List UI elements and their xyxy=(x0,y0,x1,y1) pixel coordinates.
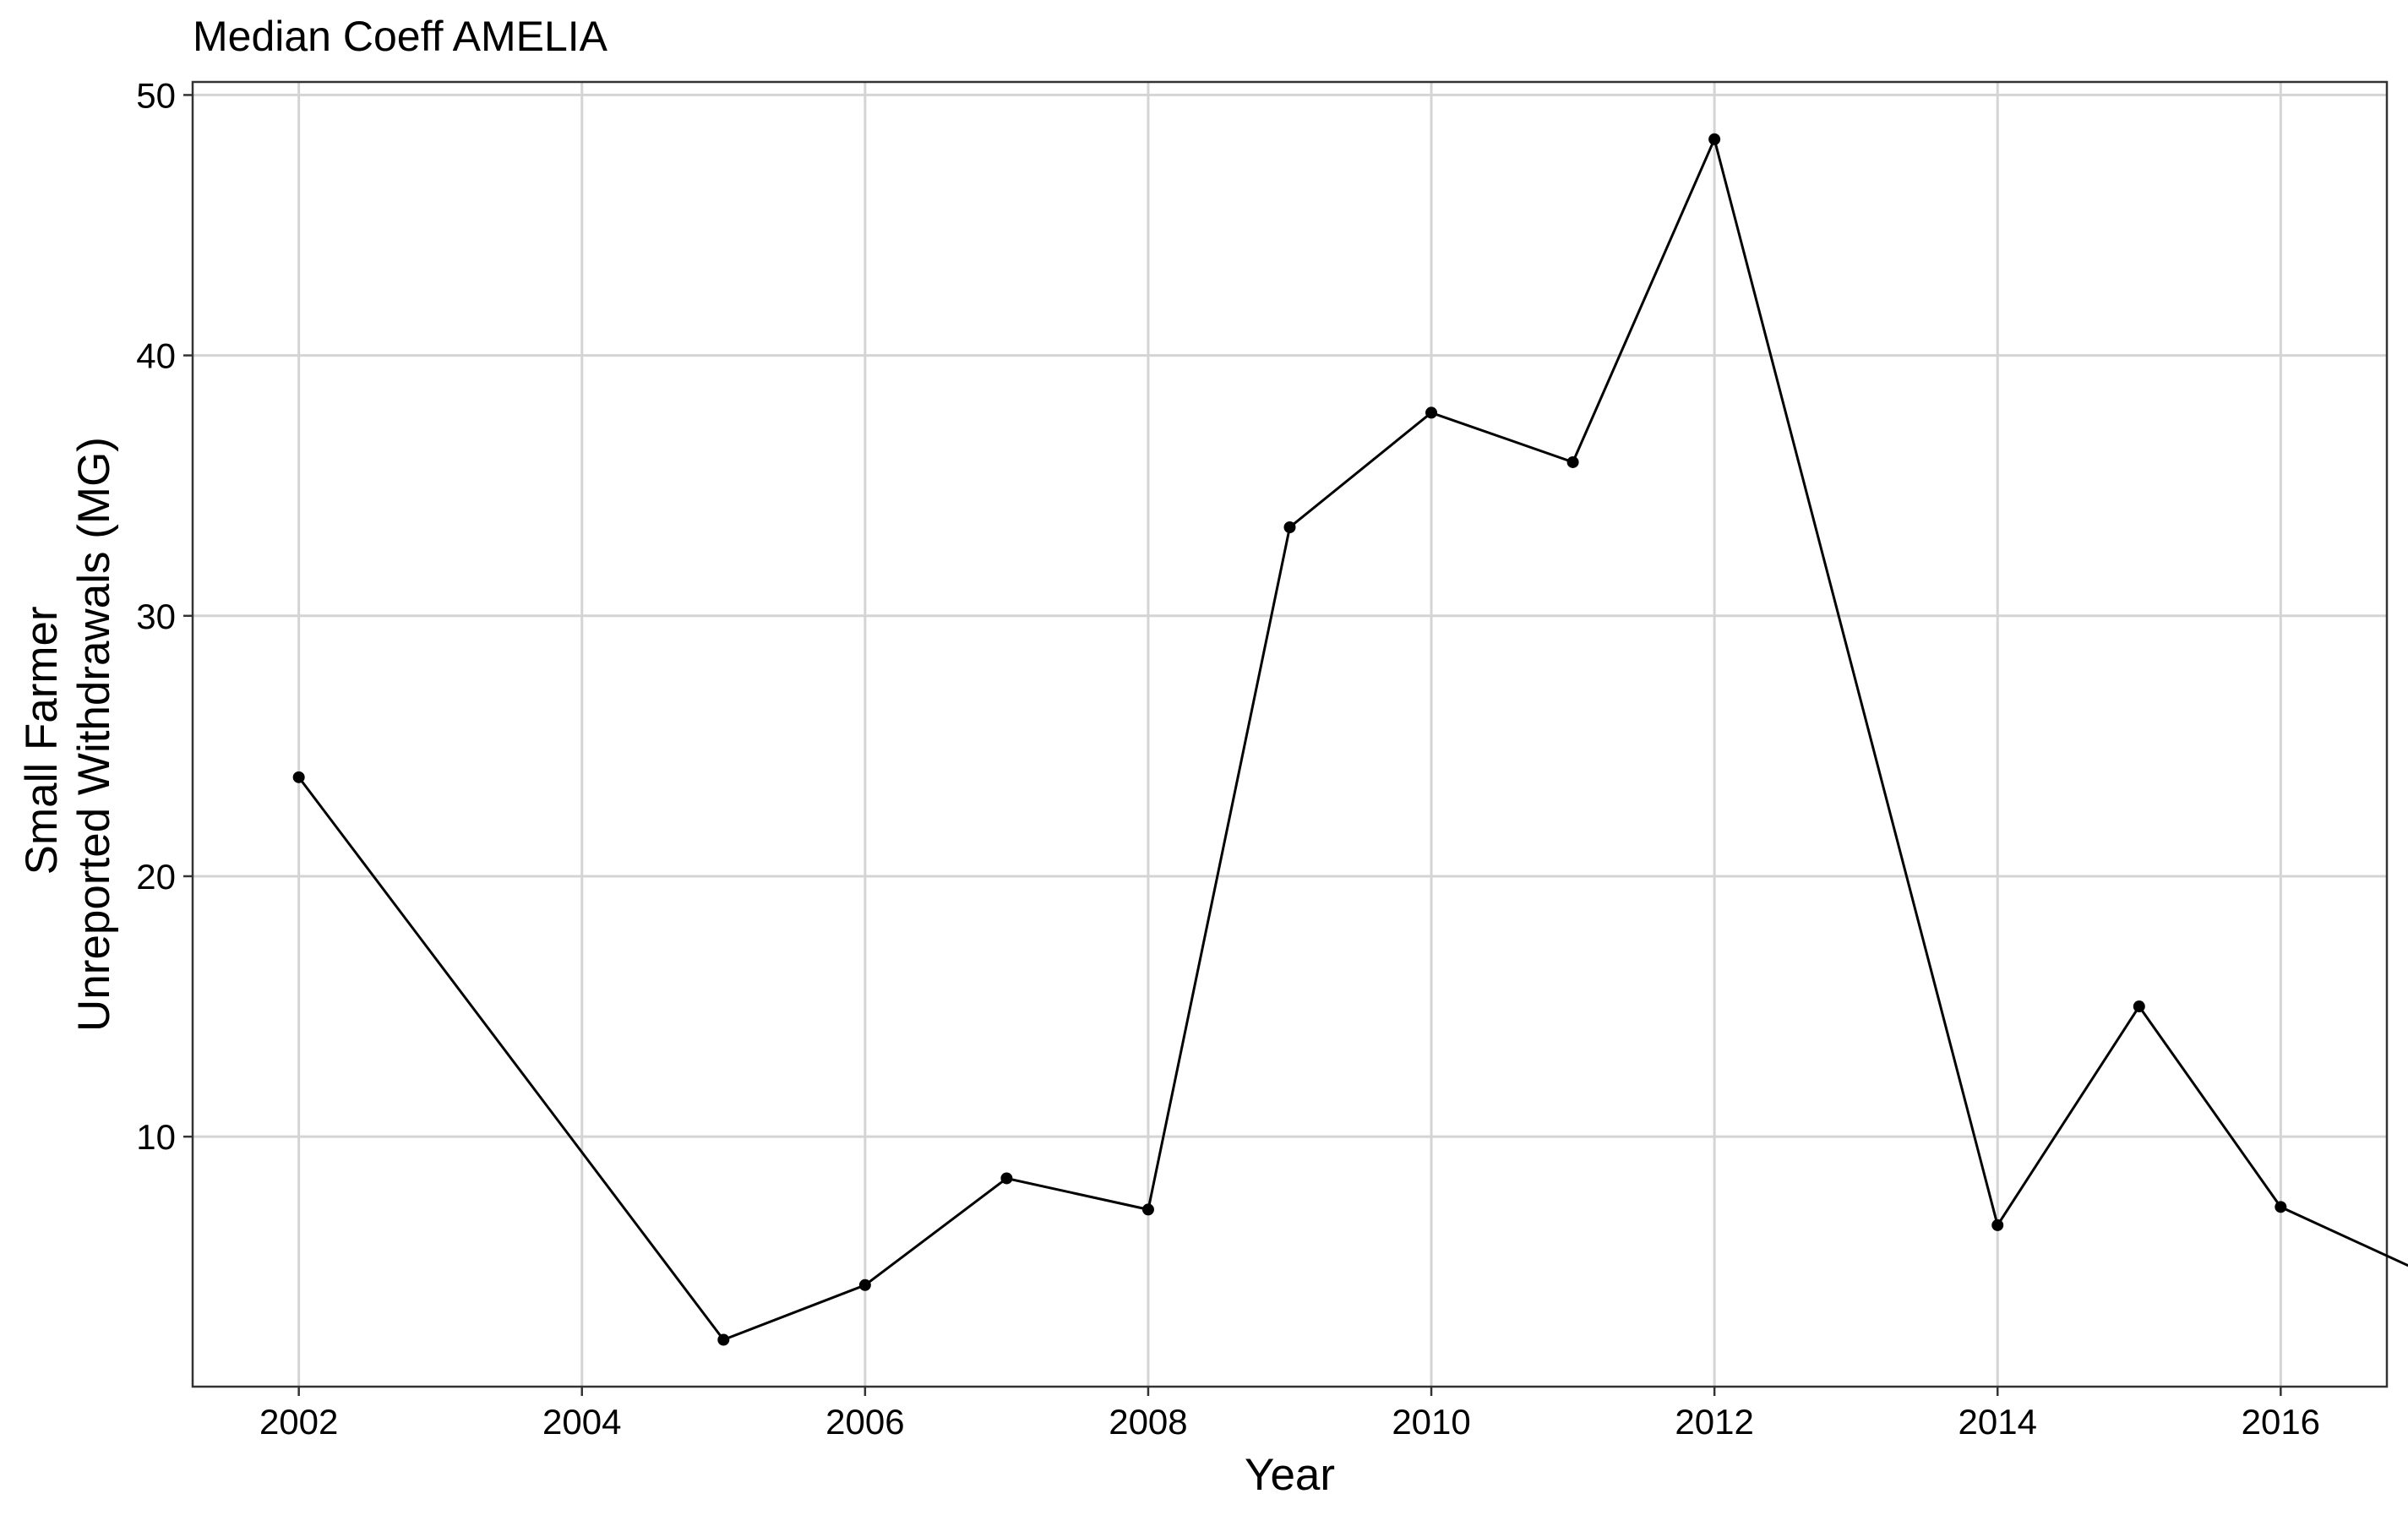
data-point xyxy=(858,1278,871,1291)
x-tick-label: 2016 xyxy=(2242,1402,2320,1442)
x-tick-label: 2012 xyxy=(1675,1402,1753,1442)
x-tick-label: 2006 xyxy=(825,1402,904,1442)
plot-panel-border xyxy=(191,80,2389,1388)
x-tick-label: 2002 xyxy=(259,1402,338,1442)
x-tick-label: 2010 xyxy=(1392,1402,1470,1442)
data-point xyxy=(292,771,305,783)
y-tick-label: 10 xyxy=(136,1117,176,1157)
data-point xyxy=(2133,1000,2145,1013)
data-point xyxy=(1141,1203,1154,1216)
x-tick-label: 2008 xyxy=(1109,1402,1187,1442)
series-line xyxy=(297,135,2408,1342)
y-axis-title-line-2: Unreported Withdrawals (MG) xyxy=(69,437,119,1032)
data-point xyxy=(1283,521,1296,533)
data-point xyxy=(1991,1218,2004,1231)
x-tick-label: 2014 xyxy=(1959,1402,2037,1442)
data-point xyxy=(1708,133,1721,145)
data-point xyxy=(2275,1201,2287,1213)
data-point xyxy=(1425,406,1438,419)
chart-title: Median Coeff AMELIA xyxy=(193,13,608,60)
data-point xyxy=(1566,455,1579,468)
x-tick-label: 2004 xyxy=(542,1402,621,1442)
gridlines xyxy=(193,82,2387,1387)
x-axis-title: Year xyxy=(1245,1450,1335,1500)
data-point xyxy=(1000,1172,1013,1185)
y-axis-title: Small Farmer Unreported Withdrawals (MG) xyxy=(17,437,119,1032)
y-axis-title-line-1: Small Farmer xyxy=(17,606,67,875)
axis-ticks: 2002 2004 2006 2008 2010 2012 2014 2016 10 20 30 40… xyxy=(136,75,2320,1442)
y-tick-label: 20 xyxy=(136,857,176,897)
y-tick-label: 40 xyxy=(136,336,176,376)
y-tick-label: 30 xyxy=(136,597,176,636)
data-series xyxy=(292,133,2408,1346)
y-tick-label: 50 xyxy=(136,75,176,115)
data-point xyxy=(717,1333,730,1346)
